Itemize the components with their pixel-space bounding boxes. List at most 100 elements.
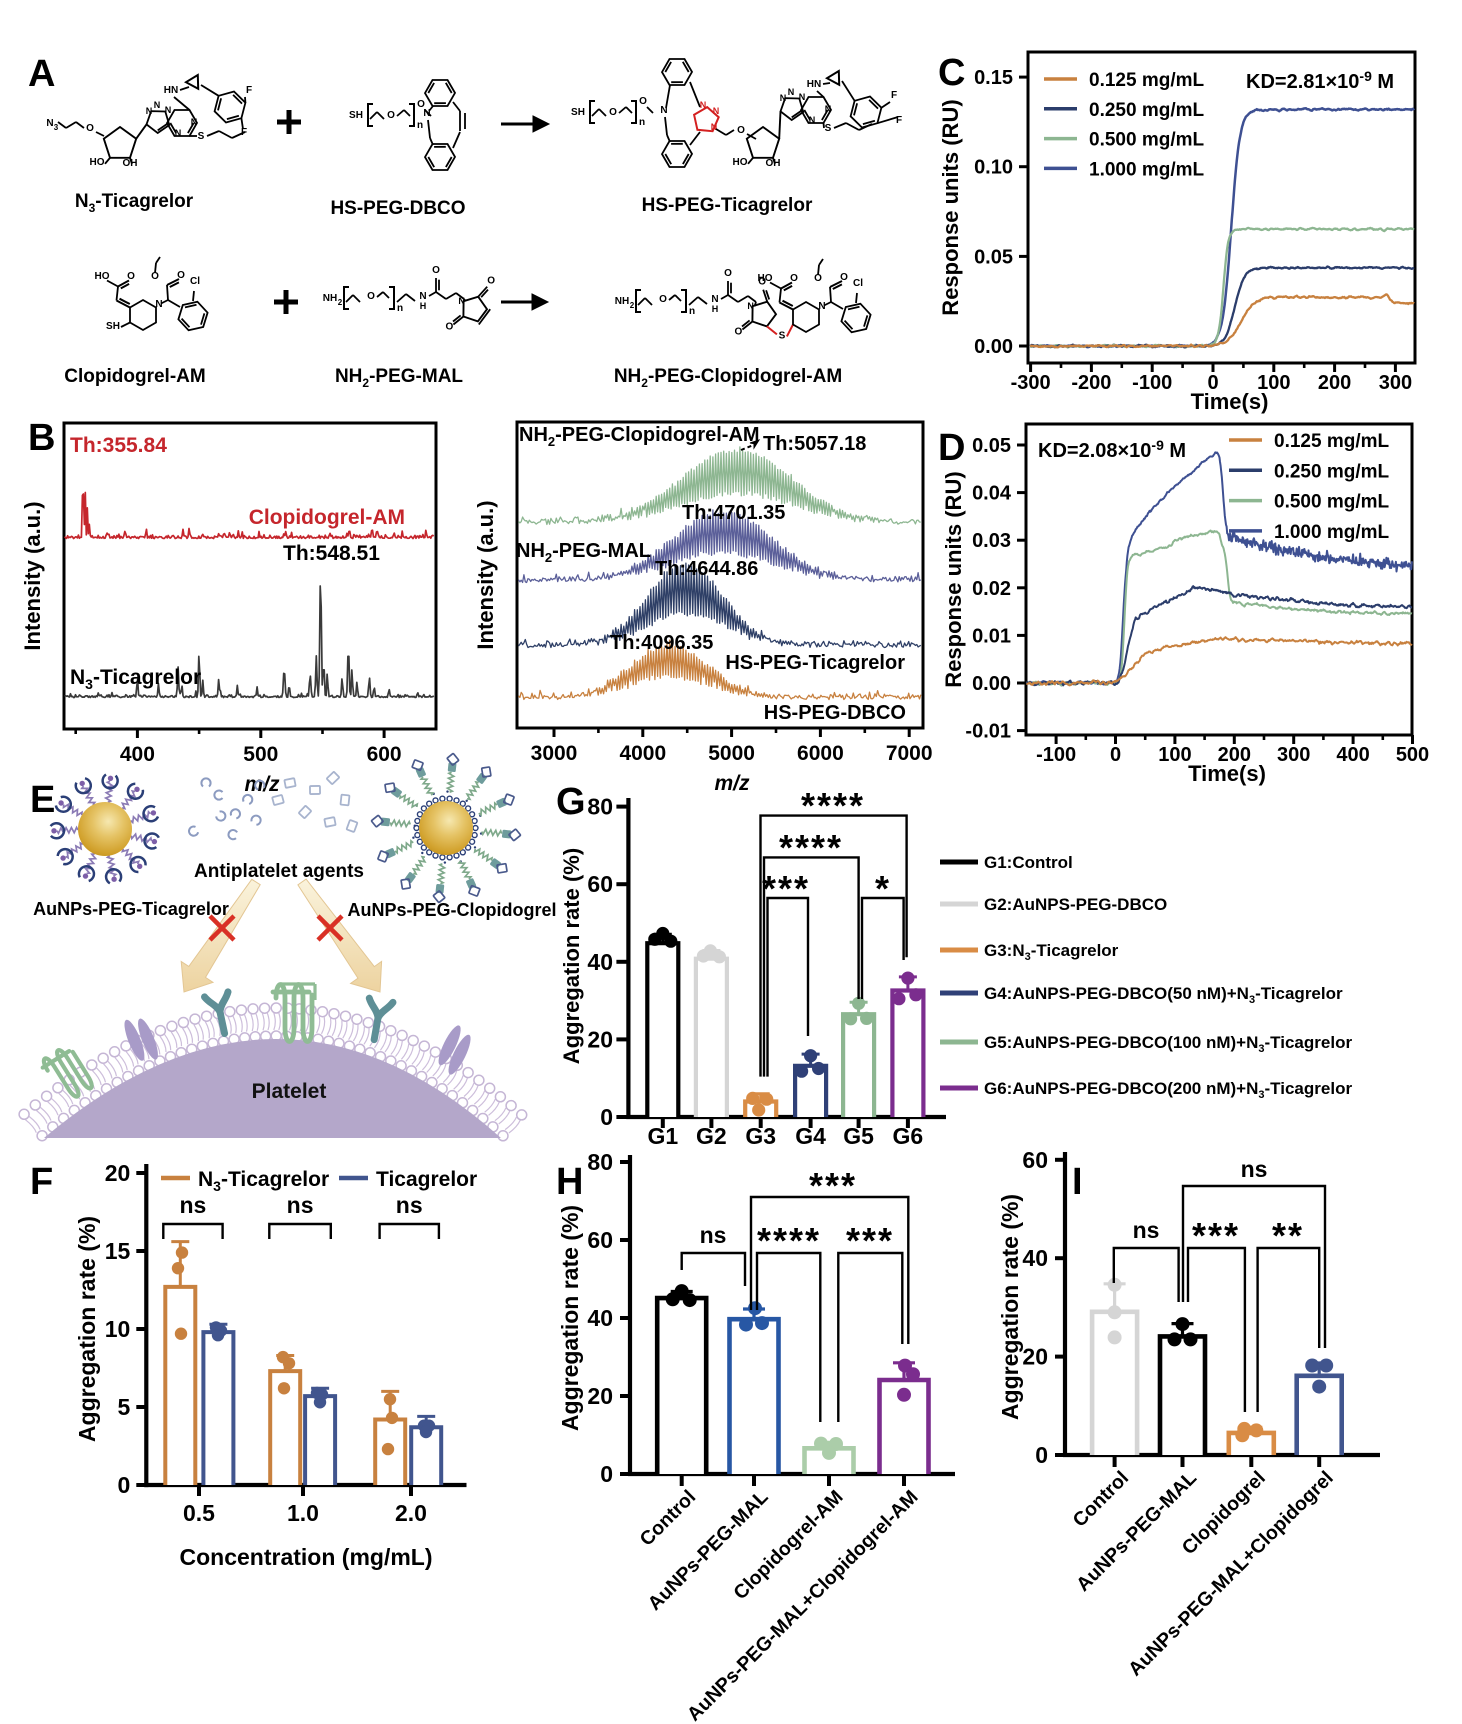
svg-text:G5: G5 <box>843 1123 874 1149</box>
svg-text:O: O <box>639 96 647 107</box>
svg-text:HS-PEG-DBCO: HS-PEG-DBCO <box>764 702 906 724</box>
svg-text:N: N <box>809 115 816 125</box>
svg-text:Ticagrelor: Ticagrelor <box>376 1168 477 1191</box>
svg-text:O: O <box>659 294 667 305</box>
svg-text:N: N <box>799 92 806 102</box>
svg-text:Cl: Cl <box>190 276 200 287</box>
svg-text:5: 5 <box>118 1394 131 1420</box>
svg-text:ns: ns <box>1133 1217 1160 1243</box>
svg-text:0.10: 0.10 <box>974 157 1013 179</box>
svg-text:0.03: 0.03 <box>972 530 1011 552</box>
svg-text:40: 40 <box>1022 1245 1048 1271</box>
svg-text:O: O <box>790 273 798 284</box>
svg-text:20: 20 <box>587 1026 613 1052</box>
svg-text:0: 0 <box>118 1472 131 1498</box>
svg-text:G: G <box>556 781 586 823</box>
svg-text:60: 60 <box>587 871 613 897</box>
svg-text:O: O <box>737 125 745 136</box>
svg-text:D: D <box>938 427 965 469</box>
svg-text:0.500 mg/mL: 0.500 mg/mL <box>1089 130 1204 151</box>
svg-text:AuNPs-PEG-MAL: AuNPs-PEG-MAL <box>1072 1467 1201 1596</box>
svg-text:F: F <box>891 90 897 101</box>
svg-text:NH2-PEG-Clopidogrel-AM: NH2-PEG-Clopidogrel-AM <box>614 366 842 390</box>
svg-text:Th:548.51: Th:548.51 <box>283 542 380 565</box>
svg-text:2.0: 2.0 <box>395 1500 427 1526</box>
svg-text:Control: Control <box>636 1486 701 1551</box>
svg-text:Antiplatelet agents: Antiplatelet agents <box>194 861 364 882</box>
svg-text:SH: SH <box>349 110 363 121</box>
svg-text:HO: HO <box>758 273 773 284</box>
svg-text:**: ** <box>1272 1215 1304 1256</box>
svg-text:-100: -100 <box>1036 744 1076 766</box>
svg-text:Th:355.84: Th:355.84 <box>70 434 167 457</box>
svg-text:Platelet: Platelet <box>252 1080 327 1103</box>
svg-text:N3-Ticagrelor: N3-Ticagrelor <box>70 666 201 692</box>
svg-text:N: N <box>419 291 426 302</box>
svg-text:Concentration (mg/mL): Concentration (mg/mL) <box>180 1544 433 1570</box>
svg-text:0.250 mg/mL: 0.250 mg/mL <box>1274 461 1389 482</box>
svg-text:HO: HO <box>90 157 105 168</box>
svg-text:N: N <box>700 100 707 110</box>
svg-text:O: O <box>432 265 440 276</box>
svg-text:E: E <box>30 779 55 821</box>
svg-text:N: N <box>46 118 53 129</box>
svg-text:n: n <box>689 306 695 317</box>
svg-text:-100: -100 <box>1132 372 1172 394</box>
svg-text:ns: ns <box>1241 1156 1268 1182</box>
svg-text:N: N <box>788 87 795 97</box>
svg-text:N: N <box>423 108 430 119</box>
svg-text:B: B <box>28 417 55 459</box>
svg-text:HS-PEG-DBCO: HS-PEG-DBCO <box>330 198 465 219</box>
svg-text:NH2-PEG-MAL: NH2-PEG-MAL <box>335 366 463 390</box>
svg-text:0.500 mg/mL: 0.500 mg/mL <box>1274 492 1389 513</box>
svg-text:0.02: 0.02 <box>972 578 1011 600</box>
svg-text:NH: NH <box>323 293 337 304</box>
svg-text:N: N <box>175 128 182 138</box>
svg-text:N3-Ticagrelor: N3-Ticagrelor <box>75 191 194 215</box>
svg-text:NH2-PEG-MAL: NH2-PEG-MAL <box>516 540 651 565</box>
svg-text:SH: SH <box>571 107 585 118</box>
svg-text:*: * <box>875 868 891 909</box>
svg-text:C: C <box>938 52 965 94</box>
svg-text:O: O <box>735 327 743 338</box>
svg-text:G4: G4 <box>795 1123 826 1149</box>
svg-text:Aggregation rate (%): Aggregation rate (%) <box>997 1194 1023 1420</box>
svg-text:G2: G2 <box>696 1123 727 1149</box>
svg-text:N: N <box>711 294 718 305</box>
svg-text:HN: HN <box>807 79 821 90</box>
svg-text:0.01: 0.01 <box>972 625 1011 647</box>
svg-text:H: H <box>556 1161 583 1203</box>
svg-text:G5:AuNPS-PEG-DBCO(100 nM)+N3-T: G5:AuNPS-PEG-DBCO(100 nM)+N3-Ticagrelor <box>984 1033 1352 1055</box>
svg-text:80: 80 <box>587 1149 613 1175</box>
svg-text:G6:AuNPS-PEG-DBCO(200 nM)+N3-T: G6:AuNPS-PEG-DBCO(200 nM)+N3-Ticagrelor <box>984 1079 1352 1101</box>
svg-text:n: n <box>417 120 423 131</box>
svg-text:S: S <box>779 330 786 341</box>
svg-text:ns: ns <box>396 1192 423 1218</box>
svg-text:Cl: Cl <box>853 278 863 289</box>
svg-text:Th:5057.18: Th:5057.18 <box>763 433 866 455</box>
svg-text:O: O <box>177 270 185 281</box>
svg-text:O: O <box>446 322 454 333</box>
svg-text:O: O <box>127 271 135 282</box>
svg-text:Th:4096.35: Th:4096.35 <box>610 632 713 654</box>
svg-text:20: 20 <box>587 1383 613 1409</box>
svg-text:G2:AuNPS-PEG-DBCO: G2:AuNPS-PEG-DBCO <box>984 895 1167 914</box>
svg-text:0: 0 <box>600 1461 613 1487</box>
svg-text:60: 60 <box>1022 1147 1048 1173</box>
svg-text:500: 500 <box>243 743 278 766</box>
svg-text:A: A <box>28 53 55 95</box>
svg-text:5000: 5000 <box>708 742 755 765</box>
svg-text:F: F <box>896 115 902 126</box>
svg-text:Response units (RU): Response units (RU) <box>941 471 966 687</box>
svg-text:S: S <box>825 123 832 134</box>
svg-text:F: F <box>246 85 252 96</box>
svg-text:N3-Ticagrelor: N3-Ticagrelor <box>198 1168 329 1194</box>
svg-text:O: O <box>840 272 848 283</box>
svg-text:1.0: 1.0 <box>287 1500 319 1526</box>
svg-text:200: 200 <box>1218 744 1251 766</box>
svg-text:N: N <box>660 105 667 116</box>
svg-text:2: 2 <box>630 301 635 310</box>
svg-text:OH: OH <box>766 158 781 169</box>
svg-text:N: N <box>155 299 162 310</box>
svg-text:1.000 mg/mL: 1.000 mg/mL <box>1274 522 1389 543</box>
